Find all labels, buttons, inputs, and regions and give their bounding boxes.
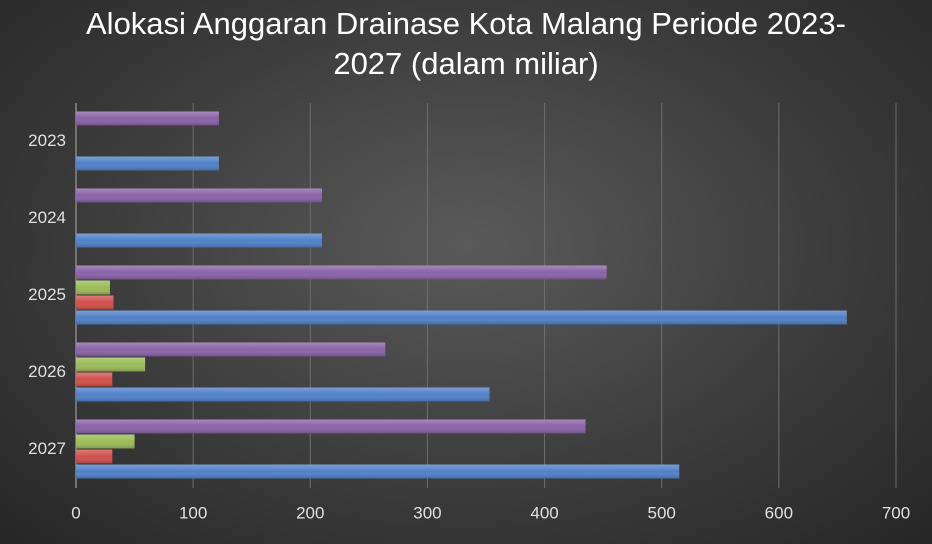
x-tick-label: 700 — [882, 503, 910, 522]
bar-shine — [76, 342, 386, 357]
bar-shine — [76, 464, 680, 479]
bar-shine — [76, 295, 114, 310]
bar-shine — [76, 280, 110, 295]
x-tick-label: 500 — [648, 503, 676, 522]
bar-shine — [76, 265, 607, 280]
x-tick-label: 0 — [71, 503, 80, 522]
bar-shine — [76, 419, 586, 434]
bar-shine — [76, 156, 219, 171]
bar-shine — [76, 387, 490, 402]
x-tick-label: 200 — [296, 503, 324, 522]
bar-shine — [76, 188, 322, 203]
bar-shine — [76, 310, 847, 325]
y-tick-label: 2026 — [28, 362, 66, 381]
y-tick-label: 2023 — [28, 131, 66, 150]
bar-shine — [76, 449, 113, 464]
bar-shine — [76, 111, 219, 126]
x-tick-label: 300 — [413, 503, 441, 522]
x-tick-label: 600 — [765, 503, 793, 522]
bar-shine — [76, 372, 113, 387]
chart-title: Alokasi Anggaran Drainase Kota Malang Pe… — [86, 6, 846, 81]
bar-shine — [76, 357, 146, 372]
y-tick-label: 2024 — [28, 208, 66, 227]
bar-shine — [76, 434, 135, 449]
y-tick-label: 2027 — [28, 439, 66, 458]
x-tick-label: 100 — [179, 503, 207, 522]
x-tick-label: 400 — [530, 503, 558, 522]
bar-shine — [76, 233, 322, 248]
y-tick-label: 2025 — [28, 285, 66, 304]
